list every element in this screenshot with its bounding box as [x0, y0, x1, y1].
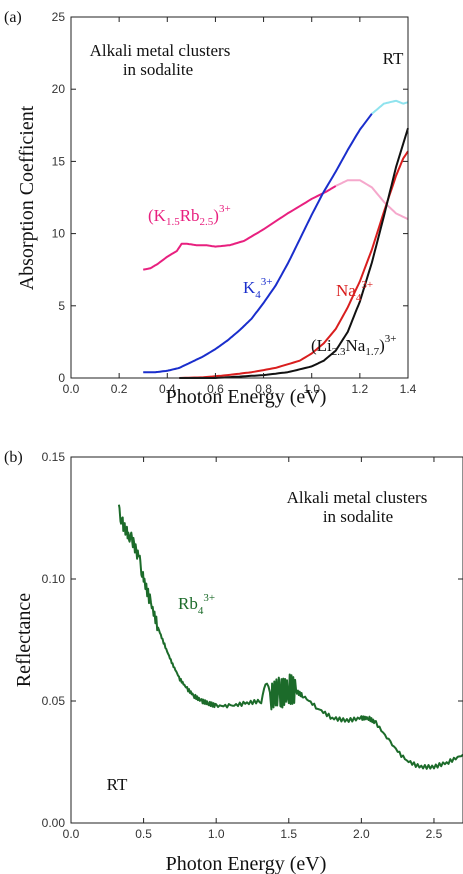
- panel-b-plot-frame: [70, 456, 463, 824]
- y-tick-label: 20: [52, 82, 66, 96]
- x-tick-label: 1.0: [303, 382, 320, 396]
- x-tick-label: 2.5: [426, 827, 443, 841]
- y-tick-label: 0.10: [42, 572, 66, 586]
- panel-b-ticks: 0.0 0.5 1.0 1.5 2.0 2.5 0.00 0.05 0.10 0.15: [42, 450, 463, 841]
- x-tick-label: 1.5: [280, 827, 297, 841]
- x-tick-label: 2.0: [353, 827, 370, 841]
- series-line-1: [335, 179, 409, 221]
- panel-a-annotation-title-line2: in sodalite: [123, 60, 193, 79]
- panel-b-condition-label: RT: [107, 775, 128, 794]
- panel-b-y-axis-title: Reflectance: [13, 593, 35, 687]
- series-line-5: [179, 127, 409, 379]
- panel-b-series-group: [117, 504, 463, 770]
- y-tick-label: 10: [52, 227, 66, 241]
- series-line-3: [371, 99, 409, 115]
- panel-a-y-axis-title: Absorption Coefficient: [16, 105, 38, 290]
- series-line-0: [142, 185, 337, 271]
- x-tick-label: 1.0: [208, 827, 225, 841]
- y-tick-label: 15: [52, 154, 66, 168]
- panel-a-series-group: [142, 99, 409, 379]
- panel-a-x-axis-title: Photon Energy (eV): [166, 386, 327, 408]
- series-line-0: [117, 504, 463, 770]
- panel-a-ticks: 0.0 0.2 0.4 0.6 0.8 1.0 1.2 1.4 0 5 10 15 20 25: [52, 10, 417, 396]
- y-tick-label: 0.15: [42, 450, 66, 464]
- y-tick-label: 0.00: [42, 816, 66, 830]
- x-tick-label: 1.2: [352, 382, 369, 396]
- x-tick-label: 1.4: [400, 382, 417, 396]
- x-tick-label: 0.6: [207, 382, 224, 396]
- series-label-k4: K43+: [243, 276, 273, 301]
- x-tick-label: 0.0: [63, 382, 80, 396]
- series-label-na4: Na43+: [336, 279, 373, 304]
- x-tick-label: 0.0: [63, 827, 80, 841]
- series-label-rb4: Rb43+: [178, 592, 215, 617]
- y-tick-label: 0.05: [42, 694, 66, 708]
- panel-b-reflectance-chart: (b) 0.0 0.5 1.0 1.5 2.0 2.5 0.00 0.05 0.10 0.15 P…: [4, 449, 463, 874]
- series-line-4: [179, 150, 409, 379]
- panel-b-label: (b): [4, 449, 23, 466]
- series-label-k15rb25: (K1.5Rb2.5)3+: [148, 203, 231, 228]
- panel-a-condition-label: RT: [383, 49, 404, 68]
- panel-a-absorption-chart: (a) 0.0 0.2 0.4 0.6 0.8 1.0 1.2 1.4 0 5 10 15 20 25 P…: [4, 9, 417, 408]
- x-tick-label: 0.2: [111, 382, 128, 396]
- x-tick-label: 0.8: [255, 382, 272, 396]
- y-tick-label: 25: [52, 10, 66, 24]
- y-tick-label: 5: [58, 299, 65, 313]
- panel-a-plot-frame: [70, 16, 409, 379]
- x-tick-label: 0.4: [159, 382, 176, 396]
- panel-b-annotation-title-line2: in sodalite: [323, 507, 393, 526]
- panel-b-x-axis-title: Photon Energy (eV): [166, 853, 327, 874]
- series-line-2: [143, 113, 373, 374]
- panel-a-label: (a): [4, 9, 22, 26]
- y-tick-label: 0: [58, 371, 65, 385]
- panel-b-annotation-title-line1: Alkali metal clusters: [287, 488, 428, 507]
- x-tick-label: 0.5: [135, 827, 152, 841]
- series-label-li23na17: (Li2.3Na1.7)3+: [311, 333, 397, 358]
- panel-a-annotation-title-line1: Alkali metal clusters: [90, 41, 231, 60]
